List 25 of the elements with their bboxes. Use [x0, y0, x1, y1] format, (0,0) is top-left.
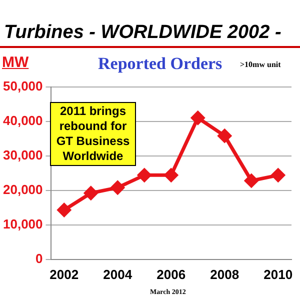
text: >10mw unit: [240, 60, 281, 69]
y-tick-label: 30,000: [2, 147, 43, 162]
point: [218, 129, 232, 143]
x-tick-label: 2006: [156, 266, 186, 282]
y-tick-label: 10,000: [2, 216, 43, 232]
y-tick-label: 0: [36, 250, 43, 266]
x-tick-label: 2008: [210, 266, 240, 282]
point: [271, 168, 285, 182]
chart-subtitle: Reported Orders: [98, 54, 222, 74]
y-tick-label: 50,000: [2, 78, 43, 94]
point: [191, 111, 205, 125]
point: [138, 168, 152, 182]
y-axis-title: MW: [2, 54, 29, 71]
point: [164, 168, 178, 182]
x-tick-label: 2002: [50, 266, 79, 282]
annotation: 2011 brings rebound for GT Business Worldwide: [50, 102, 136, 166]
point: [244, 174, 258, 188]
x-tick-label: 2010: [264, 266, 293, 282]
point: [84, 186, 98, 200]
point: [110, 180, 124, 194]
chart-title: Turbines - WORLDWIDE 2002 -: [4, 22, 282, 44]
y-tick-label: 20,000: [2, 182, 43, 197]
x-tick-label: 2004: [103, 266, 133, 282]
point: [57, 203, 71, 217]
y-tick-label: 40,000: [2, 112, 43, 128]
